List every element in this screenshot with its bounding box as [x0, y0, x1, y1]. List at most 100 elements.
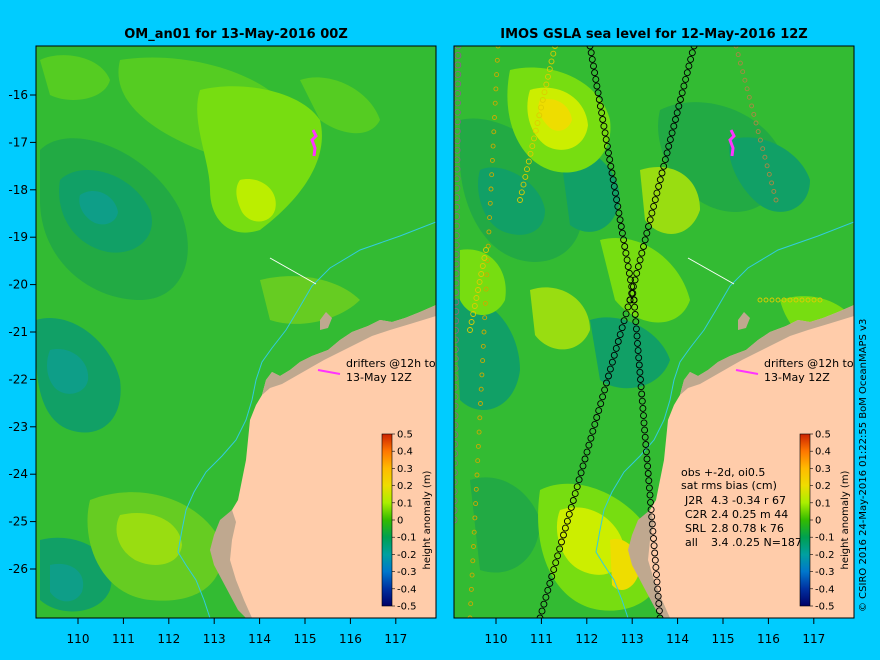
- track-observation: [648, 520, 656, 528]
- track-observation: [581, 455, 589, 463]
- track-observation: [651, 196, 659, 204]
- track-observation: [599, 116, 607, 123]
- track-observation: [633, 332, 641, 340]
- track-observation: [622, 249, 630, 257]
- track-observation: [544, 586, 552, 594]
- track-observation: [560, 531, 567, 539]
- track-observation: [475, 458, 481, 464]
- track-observation: [494, 72, 500, 78]
- track-observation: [643, 229, 651, 237]
- track-observation: [658, 169, 666, 177]
- track-observation: [634, 263, 642, 271]
- track-observation: [601, 129, 609, 137]
- track-observation: [605, 149, 612, 157]
- track-observation: [492, 115, 497, 120]
- colorbar-tick-label: 0.4: [397, 447, 413, 458]
- track-observation: [773, 197, 779, 203]
- colorbar-tick-label: 0.2: [815, 481, 831, 492]
- track-observation: [769, 180, 775, 186]
- track-observation: [626, 296, 634, 304]
- colorbar-tick-label: -0.4: [815, 584, 835, 595]
- track-observation: [471, 544, 476, 549]
- track-observation: [473, 295, 480, 301]
- lon-tick-label: 111: [112, 632, 135, 646]
- stats-row-sat: SRL: [685, 522, 707, 535]
- track-observation: [473, 486, 479, 492]
- colorbar-tick-label: -0.5: [815, 602, 835, 613]
- track-observation: [478, 271, 485, 277]
- track-observation: [656, 176, 664, 184]
- track-observation: [644, 470, 652, 477]
- track-observation: [588, 55, 596, 63]
- track-observation: [642, 448, 650, 456]
- track-observation: [793, 297, 799, 303]
- track-observation: [648, 209, 656, 217]
- track-observation: [606, 365, 614, 373]
- track-observation: [612, 344, 620, 352]
- track-observation: [656, 614, 664, 618]
- track-observation: [751, 111, 757, 117]
- track-observation: [651, 556, 659, 564]
- right-drifter-track: [728, 129, 736, 157]
- stats-row-values: 2.8 0.78 k 76: [711, 522, 784, 535]
- left-colorbar-label: height anomaly (m): [422, 470, 433, 569]
- track-observation: [623, 256, 631, 264]
- lon-tick-label: 113: [621, 632, 644, 646]
- track-observation: [454, 412, 459, 420]
- track-observation: [642, 441, 650, 448]
- track-observation: [479, 372, 485, 378]
- track-observation: [760, 146, 766, 152]
- track-observation: [635, 354, 643, 362]
- track-observation: [678, 89, 686, 97]
- track-observation: [633, 269, 641, 277]
- lat-tick-label: -24: [8, 467, 28, 481]
- colorbar-tick-label: -0.3: [815, 567, 835, 578]
- track-observation: [688, 49, 696, 57]
- track-observation: [624, 303, 632, 311]
- left-panel-title: OM_an01 for 13-May-2016 00Z: [124, 27, 348, 42]
- track-observation: [640, 419, 648, 427]
- track-observation: [536, 614, 544, 618]
- lon-tick-label: 111: [530, 632, 553, 646]
- colorbar-tick-label: -0.4: [397, 584, 417, 595]
- track-observation: [661, 156, 669, 164]
- stats-line2: sat rms bias (cm): [681, 479, 777, 492]
- stats-row-sat: C2R: [685, 508, 708, 521]
- track-observation: [538, 104, 544, 111]
- track-observation: [486, 229, 492, 235]
- left-lat-axis: -16 -17 -18 -19 -20 -21 -22 -23 -24 -25 -26: [8, 88, 36, 576]
- track-observation: [605, 372, 612, 380]
- track-observation: [454, 184, 461, 192]
- track-observation: [631, 311, 639, 318]
- track-observation: [587, 434, 595, 442]
- track-observation: [769, 297, 775, 303]
- track-observation: [606, 156, 614, 164]
- lat-tick-label: -17: [8, 135, 28, 149]
- track-observation: [653, 571, 660, 579]
- track-observation: [548, 573, 556, 580]
- track-observation: [771, 188, 777, 194]
- right-colorbar-label: height anomaly (m): [840, 470, 851, 569]
- track-observation: [805, 297, 811, 303]
- track-observation: [494, 57, 500, 63]
- track-observation: [567, 503, 575, 511]
- track-observation: [532, 127, 539, 134]
- track-observation: [655, 182, 663, 190]
- lat-tick-label: -16: [8, 88, 28, 102]
- track-observation: [565, 510, 573, 518]
- track-observation: [587, 49, 595, 57]
- track-observation: [454, 222, 460, 230]
- track-observation: [518, 189, 525, 196]
- track-observation: [454, 232, 460, 240]
- track-observation: [524, 166, 530, 173]
- track-observation: [670, 122, 678, 130]
- track-observation: [543, 81, 550, 88]
- track-observation: [531, 135, 537, 142]
- left-drifter-note-line1: drifters @12h to: [346, 357, 436, 370]
- track-observation: [649, 527, 657, 535]
- track-observation: [635, 361, 643, 369]
- lon-tick-label: 117: [802, 632, 825, 646]
- track-observation: [569, 497, 577, 504]
- track-observation: [817, 297, 823, 303]
- track-observation: [477, 415, 483, 421]
